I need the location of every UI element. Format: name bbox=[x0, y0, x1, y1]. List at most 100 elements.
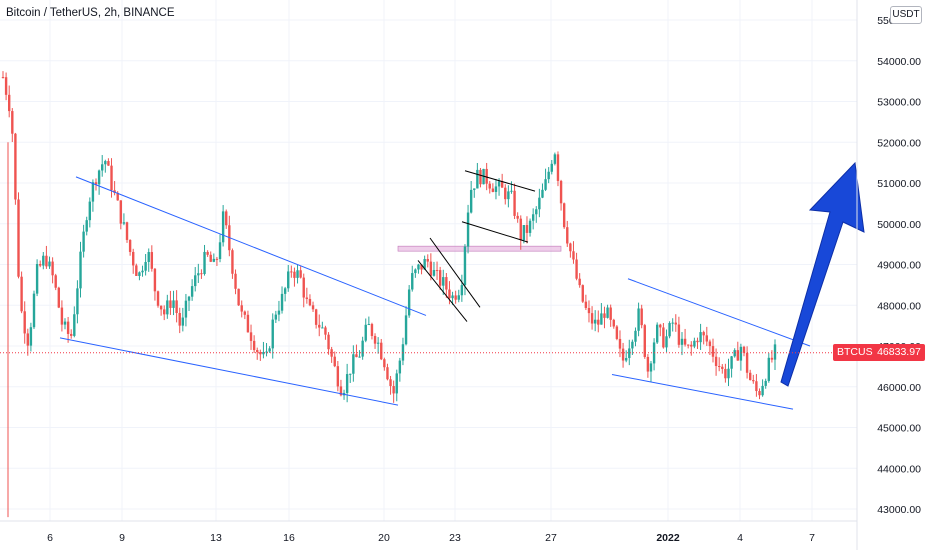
candle-body bbox=[51, 261, 54, 276]
candles bbox=[1, 71, 777, 518]
time-tick-label: 20 bbox=[378, 532, 390, 544]
candle-body bbox=[200, 273, 203, 275]
time-tick-label: 13 bbox=[210, 532, 222, 544]
price-tick-label: 53000.00 bbox=[877, 97, 921, 109]
candle-body bbox=[283, 288, 287, 294]
candle-body bbox=[646, 356, 650, 372]
candle-body bbox=[184, 300, 188, 318]
price-tick-label: 54000.00 bbox=[877, 56, 921, 68]
candle-body bbox=[48, 261, 51, 267]
candle-body bbox=[104, 161, 107, 165]
candle-body bbox=[175, 300, 178, 313]
candle-body bbox=[671, 322, 674, 324]
candle-body bbox=[479, 169, 482, 185]
flag-1-lower-line bbox=[417, 260, 468, 322]
candle-body bbox=[163, 309, 166, 315]
candle-body bbox=[435, 270, 439, 272]
candle-body bbox=[73, 314, 76, 336]
candle-body bbox=[60, 307, 64, 325]
time-axis[interactable]: 6 9 13 16 20 23 27 2022 4 7 bbox=[47, 532, 815, 544]
candle-body bbox=[624, 358, 628, 361]
candle-body bbox=[190, 286, 194, 297]
candle-body bbox=[640, 308, 643, 326]
candle-body bbox=[125, 222, 129, 240]
candle-body bbox=[311, 305, 315, 310]
candle-body bbox=[11, 111, 14, 134]
candle-body bbox=[54, 275, 57, 288]
candle-body bbox=[237, 288, 240, 306]
candle-body bbox=[761, 385, 764, 396]
candle-body bbox=[138, 272, 141, 276]
candle-body bbox=[367, 324, 371, 326]
candle-body bbox=[727, 368, 730, 379]
candle-body bbox=[736, 350, 739, 361]
candle-body bbox=[181, 317, 185, 326]
candle-body bbox=[296, 270, 299, 278]
candle-body bbox=[215, 258, 219, 260]
candle-body bbox=[448, 289, 451, 299]
candle-body bbox=[358, 356, 361, 358]
chart-title: Bitcoin / TetherUS, 2h, BINANCE bbox=[6, 7, 175, 19]
candle-body bbox=[308, 298, 312, 306]
candle-body bbox=[544, 179, 547, 190]
candle-body bbox=[203, 251, 206, 274]
candle-body bbox=[442, 277, 445, 286]
price-tick-label: 45000.00 bbox=[877, 423, 921, 435]
time-tick-label: 7 bbox=[809, 532, 815, 544]
candle-body bbox=[392, 386, 395, 394]
time-tick-label: 16 bbox=[283, 532, 295, 544]
candle-body bbox=[733, 350, 736, 357]
candle-body bbox=[42, 255, 45, 266]
candle-body bbox=[463, 246, 467, 286]
candle-body bbox=[587, 307, 591, 314]
price-tick-label: 50000.00 bbox=[877, 219, 921, 231]
projection-arrow bbox=[780, 161, 865, 387]
time-tick-label: 9 bbox=[119, 532, 125, 544]
candle-body bbox=[386, 367, 389, 380]
candle-body bbox=[144, 261, 147, 271]
candle-body bbox=[473, 188, 476, 190]
candle-body bbox=[404, 315, 408, 345]
candle-body bbox=[541, 189, 544, 198]
candle-body bbox=[20, 276, 23, 312]
candle-body bbox=[39, 264, 42, 266]
candle-body bbox=[299, 270, 302, 278]
candle-body bbox=[97, 170, 101, 185]
candle-body bbox=[438, 270, 442, 286]
candle-body bbox=[637, 308, 640, 331]
candle-body bbox=[597, 319, 600, 325]
price-tick-label: 43000.00 bbox=[877, 504, 921, 516]
candle-body bbox=[488, 183, 491, 189]
candle-body bbox=[169, 300, 172, 308]
candle-body bbox=[559, 180, 563, 204]
currency-badge[interactable]: USDT bbox=[890, 6, 922, 24]
candle-body bbox=[113, 190, 116, 193]
candle-body bbox=[420, 264, 423, 270]
candle-body bbox=[318, 324, 321, 328]
projection-arrow-shape bbox=[780, 161, 865, 387]
candle-body bbox=[395, 373, 398, 394]
candle-body bbox=[243, 311, 247, 315]
candle-body bbox=[383, 359, 386, 368]
candle-body bbox=[665, 336, 668, 348]
candle-body bbox=[128, 239, 132, 252]
candle-body bbox=[519, 218, 522, 240]
candle-body bbox=[277, 310, 281, 315]
candle-body bbox=[677, 324, 681, 345]
candle-body bbox=[187, 296, 191, 301]
candle-body bbox=[745, 352, 749, 373]
candle-body bbox=[302, 277, 305, 298]
price-axis[interactable]: 43000.0044000.0045000.0046000.0047000.00… bbox=[877, 15, 921, 516]
candle-body bbox=[593, 319, 597, 324]
candle-body bbox=[693, 340, 696, 347]
candle-body bbox=[345, 374, 349, 393]
price-tick-label: 48000.00 bbox=[877, 300, 921, 312]
candle-body bbox=[609, 307, 612, 320]
candle-body bbox=[510, 190, 513, 192]
candle-body bbox=[451, 295, 454, 299]
candle-body bbox=[721, 366, 724, 369]
candle-body bbox=[290, 271, 293, 273]
candle-body bbox=[531, 214, 535, 221]
resistance-zone bbox=[397, 245, 562, 252]
